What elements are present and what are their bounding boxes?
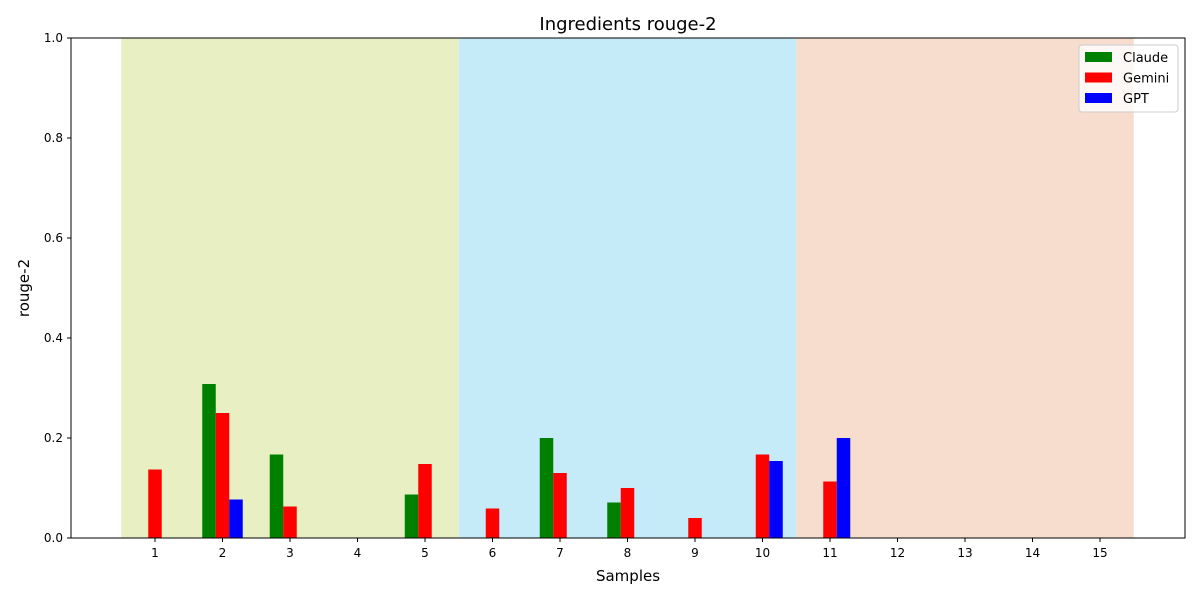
- x-tick-label: 11: [822, 546, 837, 560]
- background-band-2: [458, 38, 797, 538]
- x-tick-label: 5: [421, 546, 429, 560]
- legend-swatch-gpt: [1085, 93, 1112, 103]
- x-tick-label: 6: [489, 546, 497, 560]
- bar-gemini-3: [283, 506, 297, 538]
- y-tick-label: 0.2: [44, 431, 63, 445]
- background-bands: [121, 38, 1134, 538]
- x-tick-label: 2: [219, 546, 227, 560]
- x-axis-label: Samples: [596, 567, 660, 585]
- y-tick-label: 1.0: [44, 31, 63, 45]
- x-tick-label: 7: [556, 546, 564, 560]
- bar-gemini-11: [823, 481, 837, 538]
- x-tick-label: 8: [624, 546, 632, 560]
- legend-swatch-claude: [1085, 52, 1112, 62]
- bar-gpt-10: [769, 461, 783, 538]
- x-tick-label: 14: [1025, 546, 1040, 560]
- bars: [148, 384, 851, 538]
- y-tick-label: 0.8: [44, 131, 63, 145]
- x-tick-label: 1: [151, 546, 159, 560]
- x-tick-label: 12: [890, 546, 905, 560]
- legend: Claude Gemini GPT: [1078, 44, 1179, 113]
- x-tick-label: 3: [286, 546, 294, 560]
- x-tick-label: 4: [354, 546, 362, 560]
- bar-gemini-10: [755, 454, 770, 538]
- x-tick-label: 15: [1092, 546, 1107, 560]
- y-axis: 0.0 0.2 0.4 0.6 0.8 1.0: [44, 31, 71, 545]
- bar-gemini-8: [620, 488, 635, 538]
- bar-gemini-6: [485, 508, 500, 538]
- x-tick-label: 13: [957, 546, 972, 560]
- y-axis-label: rouge-2: [15, 259, 33, 317]
- x-axis: 1 2 3 4 5 6 7 8 9 10 11 12 13 14 15: [151, 538, 1108, 560]
- bar-gemini-7: [553, 473, 567, 538]
- background-band-1: [121, 38, 459, 538]
- bar-claude-5: [404, 494, 419, 538]
- legend-swatch-gemini: [1085, 72, 1112, 83]
- bar-gemini-2: [215, 413, 230, 538]
- bar-gpt-11: [836, 438, 851, 538]
- bar-claude-2: [202, 384, 216, 538]
- background-band-3: [796, 38, 1134, 538]
- bar-gemini-1: [148, 469, 162, 538]
- bar-gpt-2: [229, 499, 243, 538]
- x-tick-label: 9: [691, 546, 699, 560]
- x-tick-label: 10: [755, 546, 770, 560]
- legend-label-gpt: GPT: [1123, 92, 1149, 107]
- bar-claude-8: [607, 502, 621, 538]
- bar-claude-3: [269, 454, 284, 538]
- bar-claude-7: [539, 438, 554, 538]
- chart-title: Ingredients rouge-2: [539, 14, 716, 35]
- bar-gemini-9: [688, 518, 702, 538]
- legend-label-claude: Claude: [1123, 51, 1168, 66]
- legend-label-gemini: Gemini: [1123, 72, 1169, 87]
- bar-gemini-5: [418, 464, 432, 538]
- y-tick-label: 0.0: [44, 531, 63, 545]
- y-tick-label: 0.6: [44, 231, 63, 245]
- y-tick-label: 0.4: [44, 331, 63, 345]
